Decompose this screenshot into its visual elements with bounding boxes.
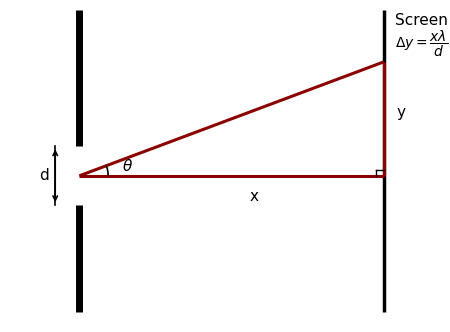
Text: $\Delta y = \dfrac{x\lambda}{d}$: $\Delta y = \dfrac{x\lambda}{d}$: [395, 28, 448, 59]
Text: y: y: [397, 105, 406, 120]
Text: $\theta$: $\theta$: [122, 157, 133, 174]
Text: d: d: [39, 168, 49, 183]
Text: Screen: Screen: [395, 13, 448, 28]
Text: x: x: [249, 189, 258, 204]
